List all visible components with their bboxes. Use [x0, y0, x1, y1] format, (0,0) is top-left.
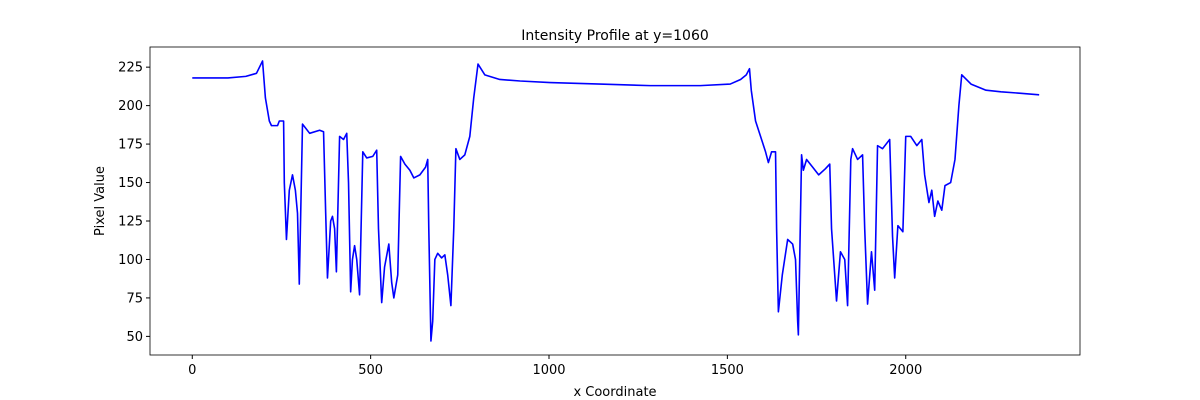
x-tick-label: 0: [188, 363, 196, 378]
y-tick-label: 200: [118, 99, 143, 114]
plot-frame: [149, 46, 1081, 356]
x-axis-label: x Coordinate: [573, 385, 656, 400]
x-tick-label: 1000: [532, 363, 565, 378]
y-tick-label: 125: [118, 215, 143, 230]
line-series: [192, 60, 1040, 342]
y-tick-label: 175: [118, 138, 143, 153]
x-tick-label: 1500: [711, 363, 744, 378]
y-tick-label: 150: [118, 176, 143, 191]
y-tick-label: 100: [118, 253, 143, 268]
y-tick-label: 225: [118, 61, 143, 76]
y-tick-label: 75: [126, 291, 143, 306]
y-tick-label: 50: [126, 330, 143, 345]
x-tick-label: 500: [358, 363, 383, 378]
x-tick-label: 2000: [889, 363, 922, 378]
chart-title: Intensity Profile at y=1060: [521, 28, 709, 44]
y-axis-label: Pixel Value: [93, 166, 108, 236]
